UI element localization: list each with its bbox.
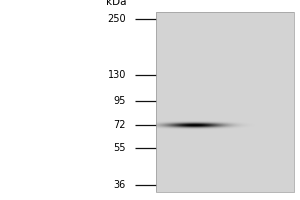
Text: 72: 72 xyxy=(113,120,126,130)
Text: 130: 130 xyxy=(108,70,126,80)
Text: 95: 95 xyxy=(114,96,126,106)
Text: 250: 250 xyxy=(107,14,126,24)
Bar xyxy=(156,12,294,192)
Text: kDa: kDa xyxy=(106,0,126,7)
Text: 55: 55 xyxy=(113,143,126,153)
Text: 36: 36 xyxy=(114,180,126,190)
